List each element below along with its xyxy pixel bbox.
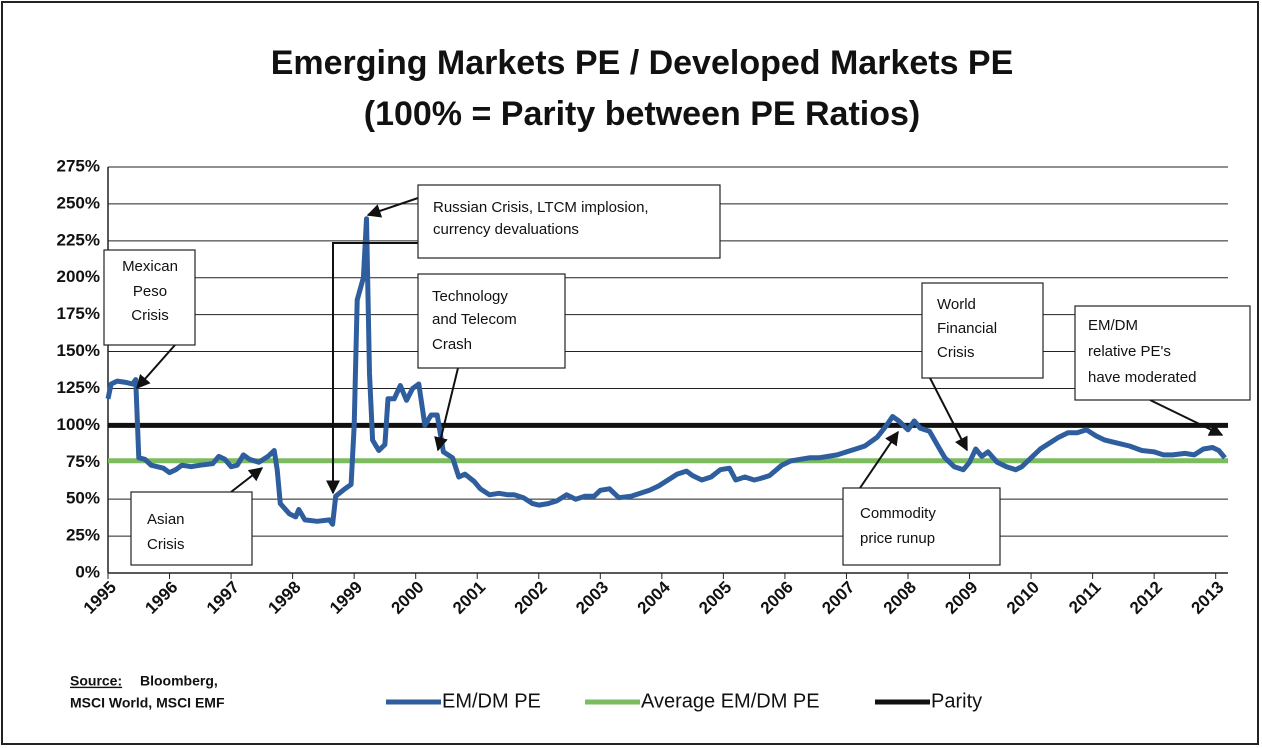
x-tick-label: 2000 bbox=[388, 578, 428, 618]
y-tick-label: 225% bbox=[57, 230, 100, 249]
annotation-box bbox=[842, 487, 1001, 566]
x-tick-label: 2011 bbox=[1065, 578, 1105, 618]
x-tick-label: 2005 bbox=[695, 578, 735, 618]
x-tick-label: 2012 bbox=[1126, 578, 1166, 618]
y-tick-label: 200% bbox=[57, 267, 100, 286]
annotation-text: EM/DM bbox=[1088, 317, 1138, 334]
annotation-text: Mexican bbox=[122, 258, 178, 275]
legend-label: Parity bbox=[931, 690, 982, 712]
source-text: MSCI World, MSCI EMF bbox=[70, 695, 225, 711]
x-tick-label: 2001 bbox=[449, 578, 489, 618]
annotation-arrow bbox=[366, 197, 419, 218]
x-tick-label: 1997 bbox=[203, 578, 243, 618]
annotation-text: Technology bbox=[432, 288, 508, 305]
x-tick-label: 2002 bbox=[511, 578, 551, 618]
annotation-text: Crash bbox=[432, 336, 472, 353]
annotation-text: Asian bbox=[147, 511, 185, 528]
annotation-arrow bbox=[859, 430, 899, 489]
annotation-text: Financial bbox=[937, 320, 997, 337]
source-text: Bloomberg, bbox=[140, 673, 218, 689]
source-label: Source: bbox=[70, 673, 122, 689]
y-tick-label: 75% bbox=[66, 452, 100, 471]
x-tick-label: 2013 bbox=[1188, 578, 1228, 618]
y-tick-label: 50% bbox=[66, 489, 100, 508]
annotation-arrow bbox=[230, 467, 264, 493]
annotation-text: price runup bbox=[860, 530, 935, 547]
annotation-arrow bbox=[326, 242, 418, 495]
annotation-box bbox=[130, 491, 253, 566]
annotation-box bbox=[921, 282, 1044, 379]
annotation-arrow bbox=[434, 367, 459, 452]
annotation-box bbox=[1074, 305, 1251, 401]
x-tick-label: 2003 bbox=[572, 578, 612, 618]
series-line bbox=[105, 216, 1227, 527]
y-tick-label: 100% bbox=[57, 415, 100, 434]
annotation-text: Russian Crisis, LTCM implosion, bbox=[433, 199, 649, 216]
y-tick-label: 125% bbox=[57, 378, 100, 397]
x-tick-label: 2008 bbox=[880, 578, 920, 618]
x-tick-label: 2004 bbox=[634, 577, 675, 618]
y-tick-label: 275% bbox=[57, 156, 100, 175]
annotation-text: Peso bbox=[133, 283, 167, 300]
x-tick-label: 2009 bbox=[941, 578, 981, 618]
y-tick-label: 175% bbox=[57, 304, 100, 323]
annotation-text: and Telecom bbox=[432, 311, 517, 328]
annotation-text: have moderated bbox=[1088, 369, 1196, 386]
x-tick-label: 1996 bbox=[141, 578, 181, 618]
x-tick-label: 1995 bbox=[80, 578, 120, 618]
annotation-arrow bbox=[136, 344, 176, 390]
annotation-text: currency devaluations bbox=[433, 221, 579, 238]
x-tick-label: 1998 bbox=[264, 578, 304, 618]
y-tick-label: 0% bbox=[75, 562, 100, 581]
annotation-text: Crisis bbox=[937, 344, 975, 361]
annotation-arrow bbox=[1149, 399, 1224, 436]
y-tick-label: 250% bbox=[57, 193, 100, 212]
chart-title: Emerging Markets PE / Developed Markets … bbox=[271, 44, 1014, 82]
annotation-text: Crisis bbox=[131, 307, 169, 324]
annotation-box bbox=[417, 273, 566, 369]
annotation-text: Crisis bbox=[147, 536, 185, 553]
annotation-arrow bbox=[929, 377, 968, 452]
legend-label: EM/DM PE bbox=[442, 690, 541, 712]
chart-subtitle: (100% = Parity between PE Ratios) bbox=[364, 95, 920, 133]
annotation-text: relative PE's bbox=[1088, 343, 1171, 360]
annotation-box bbox=[417, 184, 721, 259]
y-tick-label: 150% bbox=[57, 341, 100, 360]
y-tick-label: 25% bbox=[66, 526, 100, 545]
annotation-box bbox=[103, 249, 196, 346]
annotation-text: World bbox=[937, 296, 976, 313]
x-tick-label: 2007 bbox=[818, 578, 858, 618]
x-tick-label: 2006 bbox=[757, 578, 797, 618]
annotation-text: Commodity bbox=[860, 505, 936, 522]
legend-label: Average EM/DM PE bbox=[641, 690, 820, 712]
x-tick-label: 1999 bbox=[326, 578, 366, 618]
x-tick-label: 2010 bbox=[1003, 578, 1043, 618]
